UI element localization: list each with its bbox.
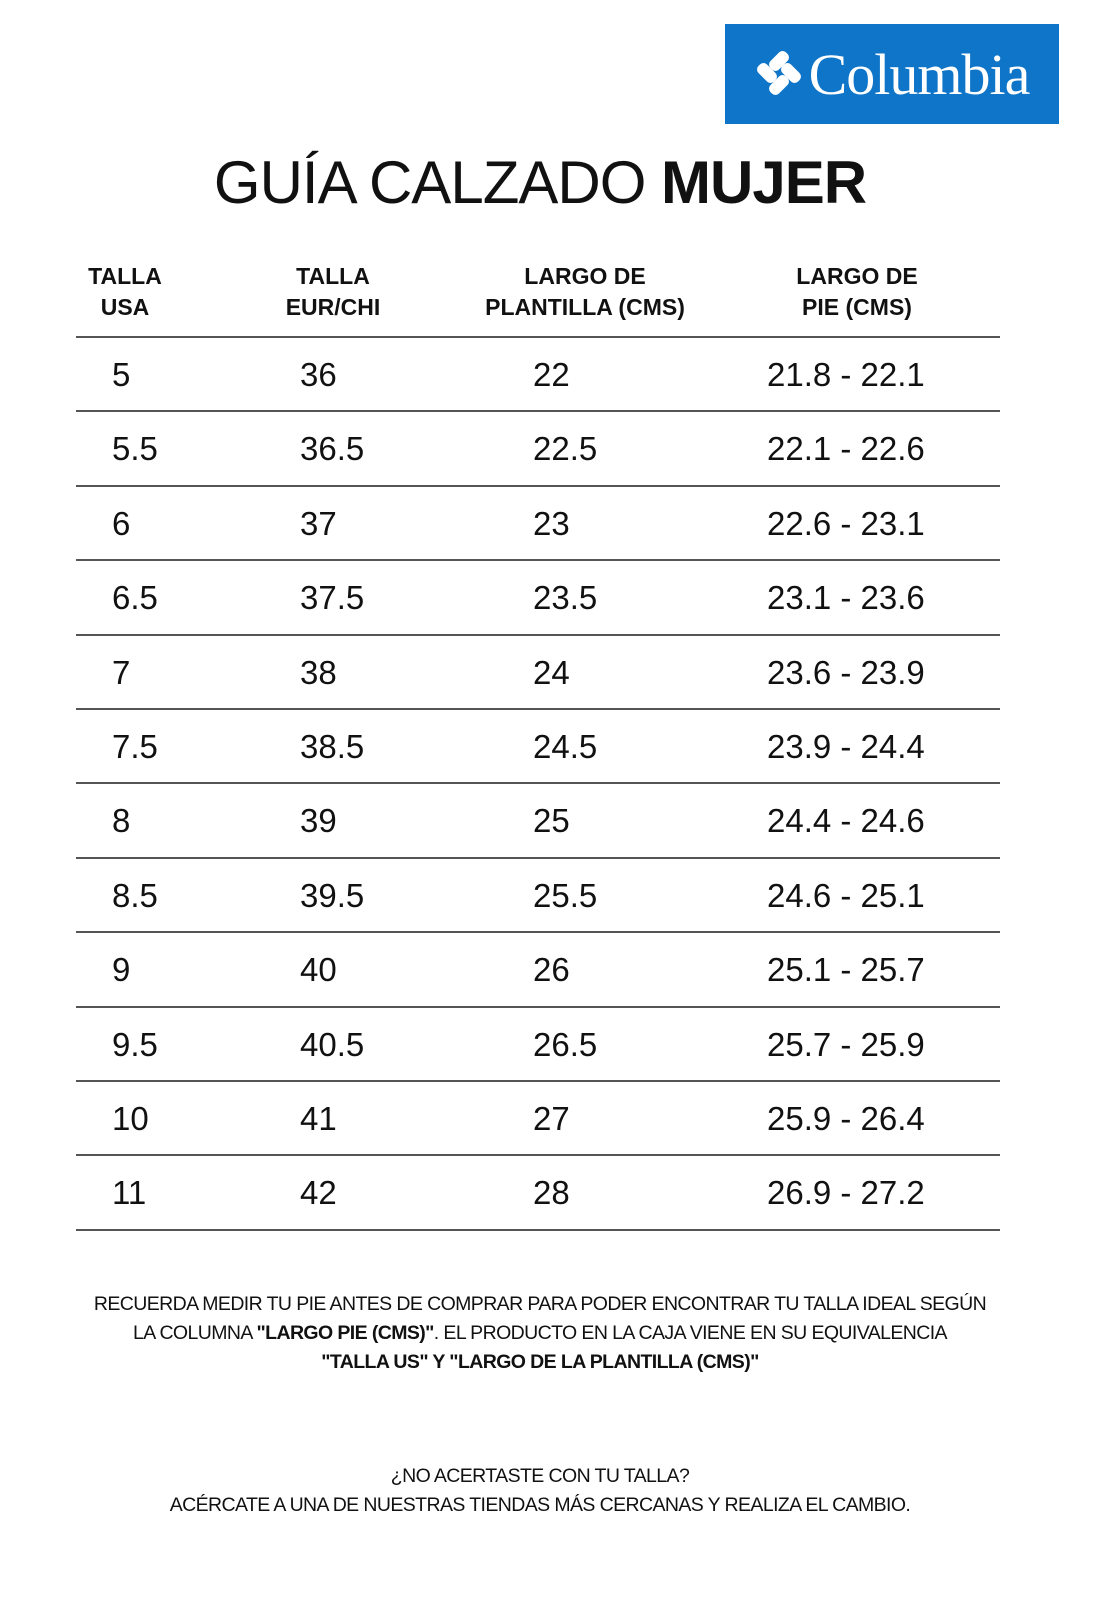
header-line: PLANTILLA (CMS) [485, 294, 685, 320]
table-cell: 25 [533, 802, 570, 840]
table-cell: 9.5 [112, 1025, 158, 1063]
title-regular: GUÍA CALZADO [213, 149, 646, 216]
table-cell: 26 [533, 951, 570, 989]
header-talla-eur: TALLA EUR/CHI [286, 261, 381, 323]
size-table: 5 36 22 21.8 - 22.1 5.5 36.5 22.5 22.1 - 22.6 6 3… [76, 336, 1000, 1231]
table-cell: 40 [300, 951, 337, 989]
columbia-diamond-icon [754, 48, 803, 98]
title-bold: MUJER [661, 149, 867, 216]
table-cell: 37.5 [300, 579, 365, 617]
table-cell: 6.5 [112, 579, 158, 617]
header-line: LARGO DE [796, 263, 918, 289]
table-cell: 11 [112, 1174, 147, 1212]
table-cell: 10 [112, 1099, 149, 1137]
table-row: 7.5 38.5 24.5 23.9 - 24.4 [76, 707, 1000, 782]
table-cell: 37 [300, 504, 337, 542]
header-line: PIE (CMS) [802, 294, 912, 320]
table-cell: 38.5 [300, 727, 365, 765]
table-cell: 24 [533, 653, 570, 691]
table-cell: 9 [112, 951, 131, 989]
note-line: RECUERDA MEDIR TU PIE ANTES DE COMPRAR P… [93, 1293, 987, 1315]
table-cell: 24.4 - 24.6 [767, 802, 925, 840]
table-cell: 22.1 - 22.6 [767, 430, 925, 468]
table-cell: 26.9 - 27.2 [767, 1174, 925, 1212]
logo-text: Columbia [808, 41, 1031, 107]
table-cell: 38 [300, 653, 337, 691]
header-line: TALLA [296, 263, 370, 289]
table-cell: 7 [112, 653, 131, 691]
table-row: 10 41 27 25.9 - 26.4 [76, 1079, 1000, 1154]
table-cell: 6 [112, 504, 131, 542]
table-cell: 41 [300, 1099, 337, 1137]
footer-message: ACÉRCATE A UNA DE NUESTRAS TIENDAS MÁS C… [169, 1494, 911, 1516]
table-cell: 22.6 - 23.1 [767, 504, 925, 542]
table-row: 8 39 25 24.4 - 24.6 [76, 782, 1000, 856]
table-cell: 22 [533, 356, 570, 393]
table-cell: 28 [533, 1174, 570, 1212]
note-bold: "LARGO PIE (CMS)" [256, 1322, 435, 1344]
table-row: 11 42 28 26.9 - 27.2 [76, 1154, 1000, 1231]
table-cell: 24.6 - 25.1 [767, 876, 925, 914]
header-largo-pie: LARGO DE PIE (CMS) [796, 261, 917, 323]
header-largo-plantilla: LARGO DE PLANTILLA (CMS) [485, 261, 685, 323]
header-line: LARGO DE [524, 263, 646, 289]
note-text: . EL PRODUCTO EN LA CAJA VIENE EN SU EQU… [433, 1322, 948, 1344]
footer-question: ¿NO ACERTASTE CON TU TALLA? [390, 1465, 690, 1487]
table-cell: 5.5 [112, 430, 158, 468]
table-cell: 42 [300, 1174, 337, 1212]
table-cell: 8 [112, 802, 131, 840]
table-row: 6.5 37.5 23.5 23.1 - 23.6 [76, 559, 1000, 633]
table-row: 6 37 23 22.6 - 23.1 [76, 484, 1000, 559]
table-row: 5 36 22 21.8 - 22.1 [76, 336, 1000, 410]
table-cell: 24.5 [533, 727, 598, 765]
measure-note: RECUERDA MEDIR TU PIE ANTES DE COMPRAR P… [0, 1290, 1080, 1377]
table-row: 8.5 39.5 25.5 24.6 - 25.1 [76, 856, 1000, 931]
header-line: TALLA [88, 263, 162, 289]
table-cell: 39 [300, 802, 337, 840]
table-cell: 39.5 [300, 876, 365, 914]
table-cell: 21.8 - 22.1 [767, 356, 925, 393]
table-cell: 5 [112, 356, 131, 393]
table-cell: 25.5 [533, 876, 598, 914]
columbia-logo: Columbia [725, 24, 1059, 124]
note-text: LA COLUMNA [133, 1322, 257, 1344]
note-line: LA COLUMNA "LARGO PIE (CMS)". EL PRODUCT… [0, 1319, 1080, 1348]
table-cell: 22.5 [533, 430, 598, 468]
table-cell: 7.5 [112, 727, 158, 765]
header-talla-usa: TALLA USA [88, 261, 162, 323]
table-row: 5.5 36.5 22.5 22.1 - 22.6 [76, 410, 1000, 484]
table-cell: 23.6 - 23.9 [767, 653, 925, 691]
page-title: GUÍA CALZADO MUJER [0, 148, 1080, 217]
table-cell: 36.5 [300, 430, 365, 468]
header-line: USA [100, 294, 150, 320]
table-cell: 23.1 - 23.6 [767, 579, 925, 617]
table-cell: 26.5 [533, 1025, 598, 1063]
table-cell: 8.5 [112, 876, 158, 914]
table-cell: 23 [533, 504, 570, 542]
exchange-note: ¿NO ACERTASTE CON TU TALLA? ACÉRCATE A U… [0, 1462, 1080, 1520]
table-row: 9 40 26 25.1 - 25.7 [76, 931, 1000, 1005]
table-cell: 23.9 - 24.4 [767, 727, 925, 765]
table-row: 7 38 24 23.6 - 23.9 [76, 633, 1000, 708]
table-cell: 23.5 [533, 579, 598, 617]
table-cell: 25.1 - 25.7 [767, 951, 925, 989]
note-bold: "TALLA US" Y "LARGO DE LA PLANTILLA (CMS… [321, 1351, 759, 1373]
table-cell: 40.5 [300, 1025, 365, 1063]
table-cell: 25.7 - 25.9 [767, 1025, 925, 1063]
table-cell: 25.9 - 26.4 [767, 1099, 925, 1137]
table-cell: 36 [300, 356, 337, 393]
table-row: 9.5 40.5 26.5 25.7 - 25.9 [76, 1005, 1000, 1080]
header-line: EUR/CHI [285, 294, 381, 320]
table-cell: 27 [533, 1099, 570, 1137]
